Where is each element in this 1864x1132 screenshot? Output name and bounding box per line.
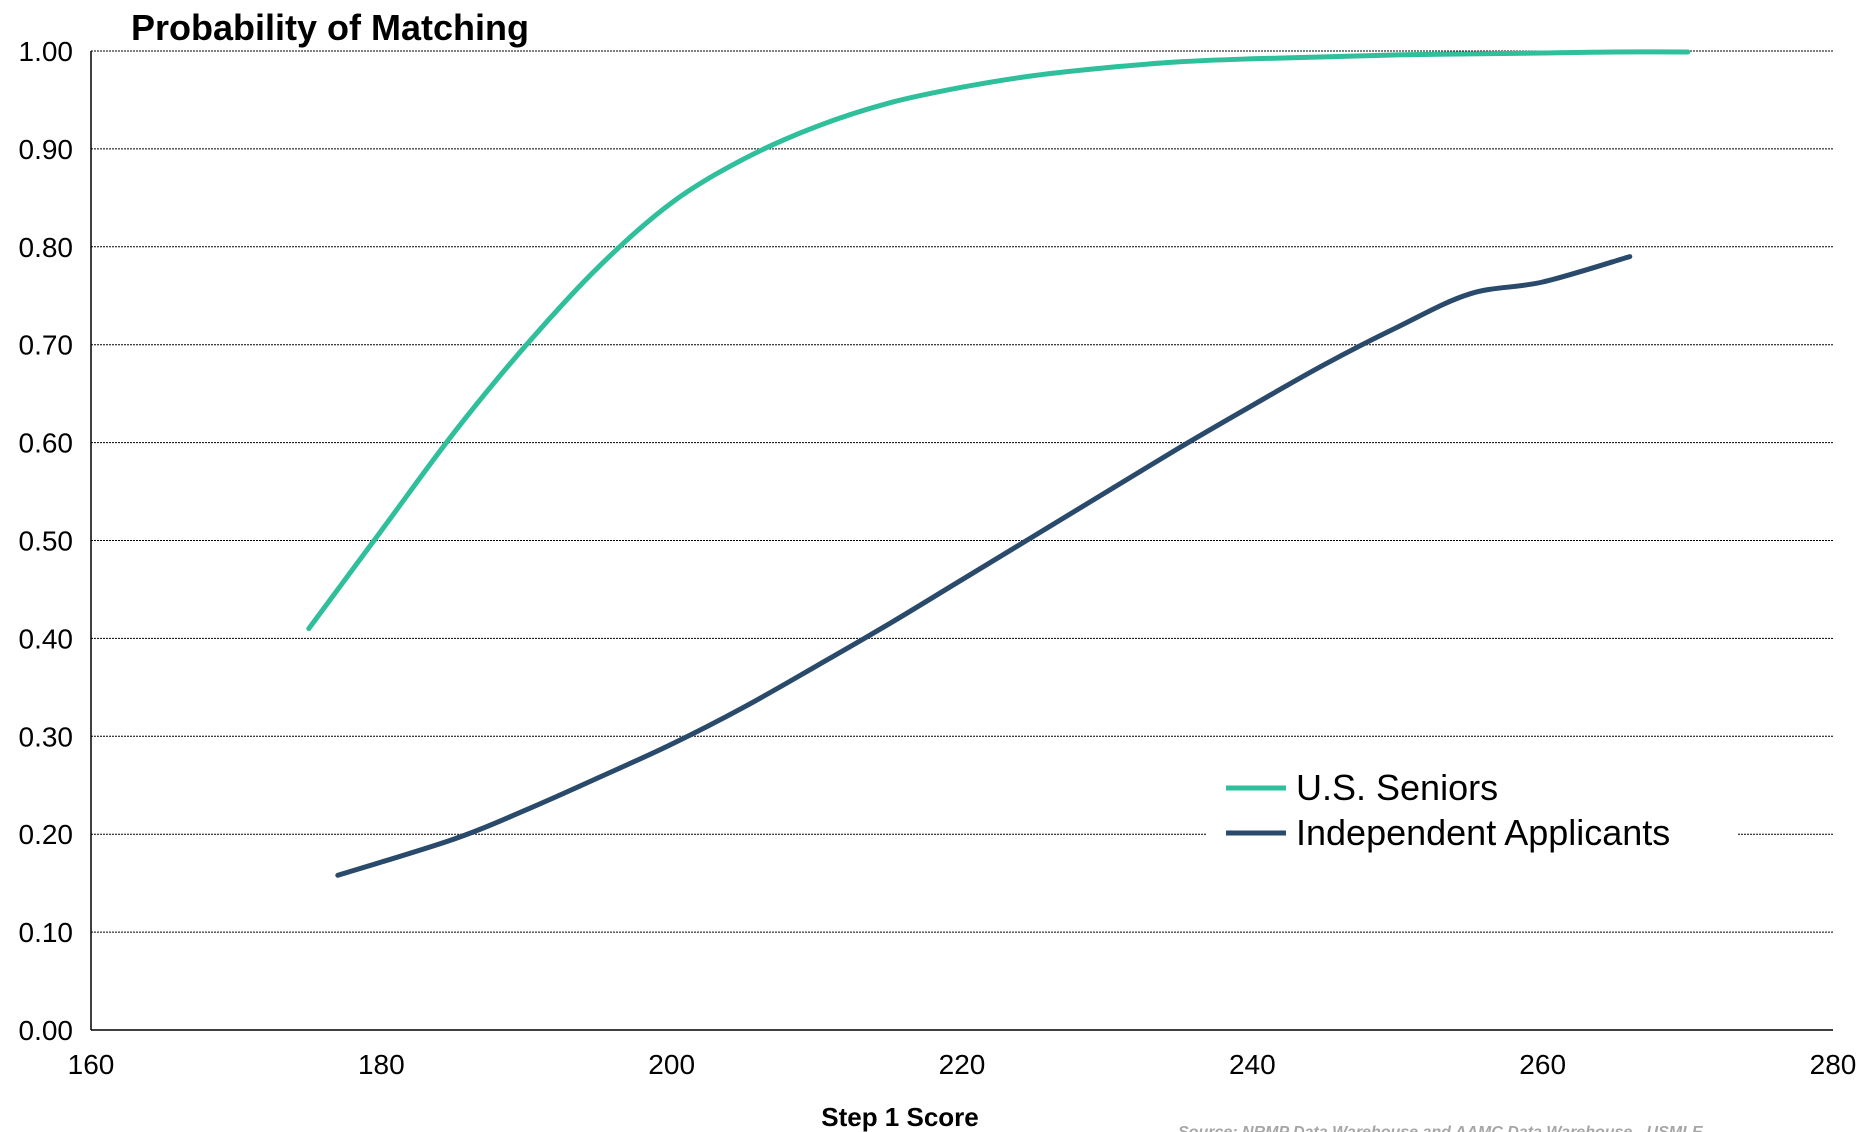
x-tick-label: 220 xyxy=(939,1049,986,1080)
y-tick-label: 0.70 xyxy=(19,330,74,361)
x-tick-label: 160 xyxy=(68,1049,115,1080)
x-axis-label: Step 1 Score xyxy=(821,1102,979,1132)
y-tick-label: 0.20 xyxy=(19,819,74,850)
x-tick-label: 240 xyxy=(1229,1049,1276,1080)
legend-background xyxy=(1206,765,1738,865)
y-tick-label: 0.50 xyxy=(19,526,74,557)
y-tick-label: 0.40 xyxy=(19,623,74,654)
x-tick-label: 200 xyxy=(648,1049,695,1080)
legend: U.S. Seniors Independent Applicants xyxy=(1206,765,1738,865)
chart-title: Probability of Matching xyxy=(131,7,529,48)
legend-label-independent-applicants: Independent Applicants xyxy=(1296,812,1670,853)
gridlines xyxy=(91,50,1833,933)
y-tick-label: 1.00 xyxy=(19,36,74,67)
series-layer xyxy=(306,49,1691,878)
x-tick-label: 180 xyxy=(358,1049,405,1080)
tick-labels: 0.00 0.10 0.20 0.30 0.40 0.50 0.60 0.70 0.80 0.90… xyxy=(19,36,1857,1080)
y-tick-label: 0.60 xyxy=(19,428,74,459)
source-note: Source: NRMP Data Warehouse and AAMC Dat… xyxy=(1178,1124,1704,1132)
series-line-us-seniors xyxy=(306,49,1691,632)
y-tick-label: 0.30 xyxy=(19,721,74,752)
y-tick-label: 0.10 xyxy=(19,917,74,948)
y-tick-label: 0.90 xyxy=(19,134,74,165)
x-tick-label: 260 xyxy=(1519,1049,1566,1080)
y-tick-label: 0.00 xyxy=(19,1015,74,1046)
axes xyxy=(90,51,1833,1031)
x-tick-label: 280 xyxy=(1810,1049,1857,1080)
legend-label-us-seniors: U.S. Seniors xyxy=(1296,767,1498,808)
y-tick-label: 0.80 xyxy=(19,232,74,263)
series-line-independent-applicants xyxy=(335,254,1633,878)
